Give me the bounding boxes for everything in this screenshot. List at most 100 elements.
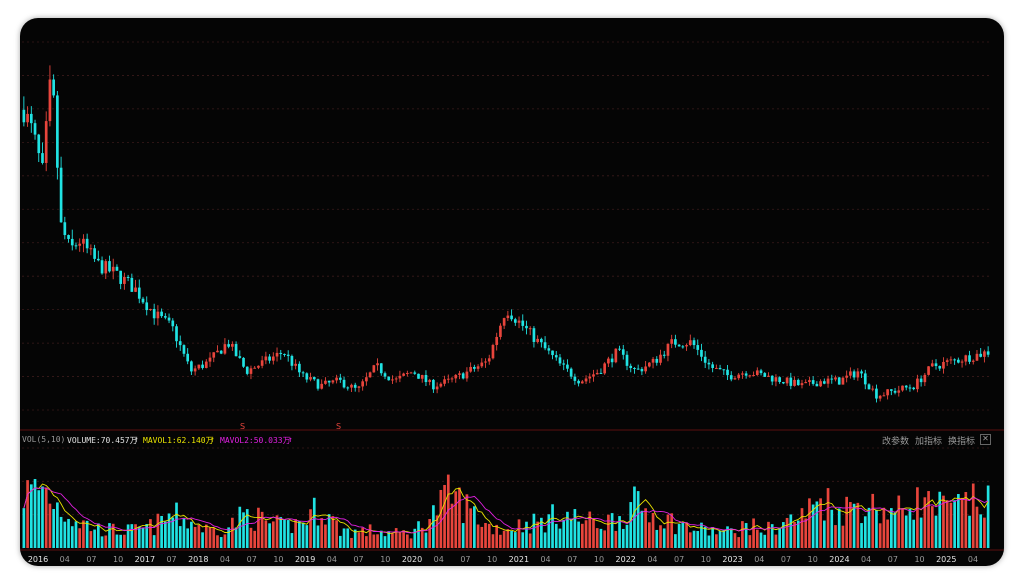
volume-bar [625, 524, 629, 548]
candle-body [945, 360, 949, 362]
add-indicator-button[interactable]: 加指标 [915, 437, 943, 447]
volume-bar [331, 516, 335, 548]
volume-bar [108, 523, 111, 548]
volume-bar [659, 525, 662, 548]
volume-bar [353, 529, 357, 548]
candle-body [916, 378, 919, 390]
candle-body [942, 361, 945, 369]
volume-bar [502, 530, 506, 548]
candle-body [752, 375, 755, 377]
candle-body [774, 377, 778, 382]
volume-bar [268, 523, 271, 548]
candle-body [145, 302, 149, 311]
candle-body [279, 352, 283, 354]
volume-bar [562, 519, 566, 548]
candle-body [115, 266, 119, 271]
volume-bar [722, 529, 726, 548]
x-tick-label: 07 [460, 555, 470, 564]
sell-marker: S [336, 422, 341, 431]
volume-bar [160, 515, 163, 548]
volume-bar [320, 518, 324, 548]
volume-bar [763, 534, 767, 548]
volume-bar [525, 521, 528, 548]
volume-bar [510, 530, 513, 548]
candle-body [372, 365, 376, 373]
candle-body [629, 365, 633, 368]
volume-bar [964, 492, 968, 548]
x-tick-label: 04 [861, 555, 871, 564]
x-tick-label: 2024 [829, 555, 849, 564]
change-params-button[interactable]: 改参数 [882, 437, 910, 447]
volume-bar [37, 490, 41, 548]
candle-body [800, 383, 804, 386]
candle-body [149, 308, 152, 311]
candle-body [312, 377, 316, 380]
volume-bar [834, 525, 837, 548]
candle-body [74, 245, 78, 247]
volume-bar [234, 527, 238, 548]
candle-body [979, 353, 983, 357]
volume-bar [82, 520, 85, 548]
candle-body [268, 356, 271, 361]
candle-body [357, 386, 361, 388]
volume-bar [301, 522, 305, 548]
volume-arrow: ↑ [134, 435, 139, 444]
switch-indicator-button[interactable]: 换指标 [948, 437, 976, 447]
candle-body [875, 388, 878, 399]
candle-body [286, 354, 290, 356]
candle-body [506, 315, 510, 319]
candlestick-chart[interactable]: S S 2016 04 07 10 2017 07 2018 04 07 10 2019 04 07 10 20… [20, 18, 1004, 566]
candle-body [454, 374, 458, 379]
candle-body [744, 373, 748, 376]
volume-bar [759, 532, 763, 548]
x-tick-label: 10 [113, 555, 123, 564]
volume-bar [595, 528, 599, 548]
candle-body [473, 366, 476, 369]
volume-bar [614, 530, 618, 548]
candle-body [204, 361, 208, 368]
x-tick-label: 10 [273, 555, 283, 564]
volume-bar [554, 523, 558, 548]
candle-body [290, 355, 294, 366]
candle-body [878, 395, 882, 399]
volume-bar [495, 524, 499, 548]
volume-bar [863, 516, 867, 548]
volume-bar [610, 513, 614, 548]
volume-bar [111, 523, 115, 548]
x-tick-label: 04 [647, 555, 657, 564]
x-tick-label: 07 [781, 555, 791, 564]
candle-body [428, 379, 432, 383]
candle-body [387, 376, 391, 381]
volume-bar [651, 512, 655, 548]
x-tick-label: 04 [434, 555, 444, 564]
volume-bar [29, 484, 33, 548]
volume-bar [599, 528, 603, 548]
volume-bar [785, 517, 789, 548]
candle-body [912, 387, 916, 390]
candle-body [82, 238, 85, 244]
volume-bar [822, 520, 826, 548]
candle-body [580, 381, 584, 384]
volume-bar [841, 525, 845, 548]
volume-bar [703, 526, 707, 548]
volume-bar [607, 514, 610, 548]
volume-bar [245, 509, 249, 548]
candle-body [365, 377, 368, 382]
close-indicator-icon[interactable]: ✕ [980, 434, 991, 445]
candle-body [178, 341, 182, 346]
volume-bar [33, 479, 37, 548]
volume-bar [644, 508, 647, 548]
candle-body [938, 366, 942, 369]
volume-bar [778, 527, 781, 548]
candle-body [670, 339, 674, 344]
volume-bar [569, 518, 573, 548]
volume-bar [830, 509, 834, 548]
candle-body [647, 362, 651, 367]
candle-body [826, 378, 830, 384]
volume-bar [257, 507, 260, 548]
volume-bar [700, 522, 703, 548]
candle-body [923, 374, 927, 383]
candle-body [502, 318, 506, 326]
candle-body [465, 371, 469, 379]
candle-body [413, 372, 417, 374]
